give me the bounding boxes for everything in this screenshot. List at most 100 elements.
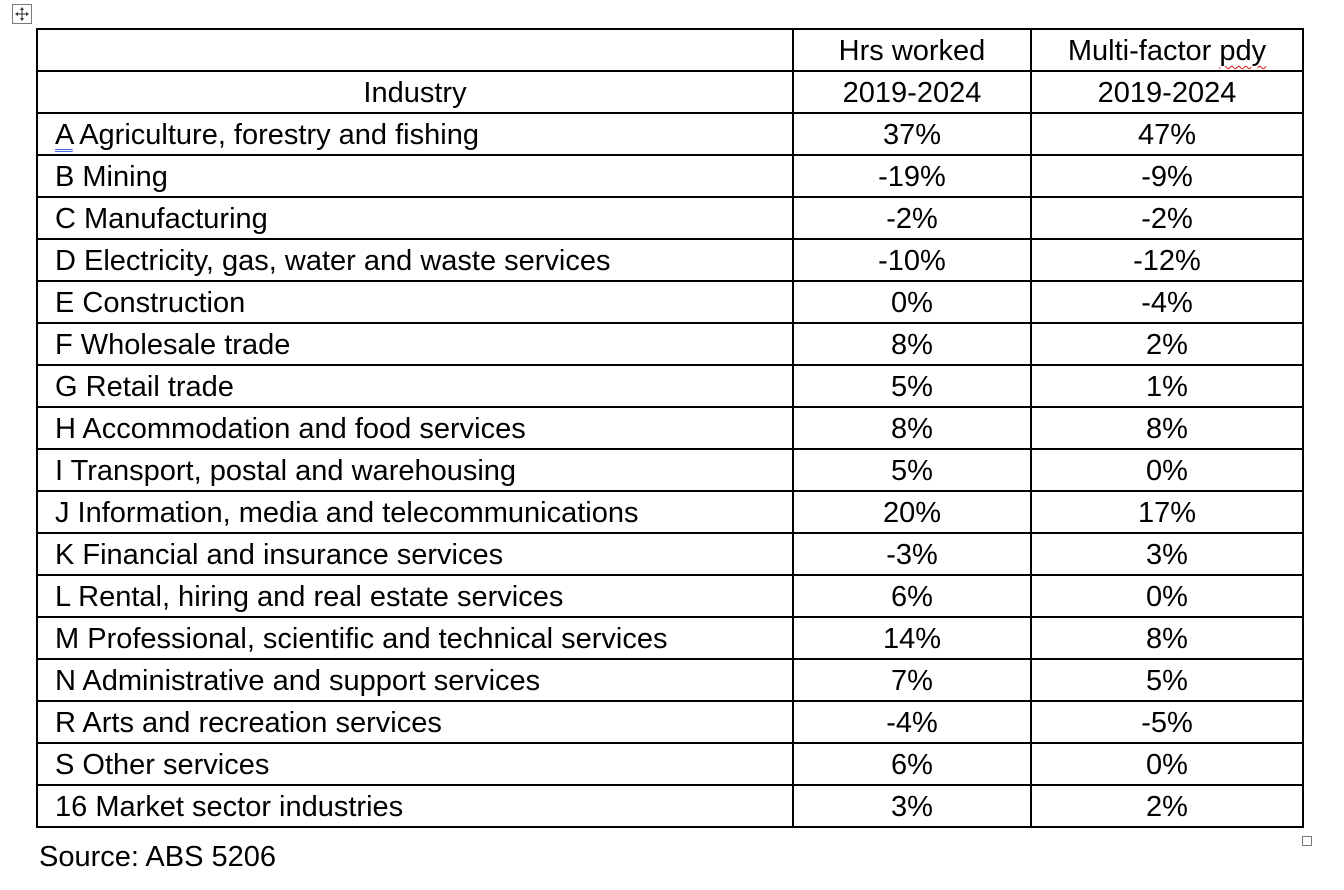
- multifactor-pdy-cell[interactable]: 0%: [1030, 742, 1304, 786]
- hrs-worked-cell[interactable]: -4%: [792, 700, 1032, 744]
- table-row: F Wholesale trade 8% 2%: [36, 322, 1304, 366]
- industry-cell[interactable]: L Rental, hiring and real estate service…: [36, 574, 794, 618]
- header-industry-blank[interactable]: [36, 28, 794, 72]
- industry-cell[interactable]: G Retail trade: [36, 364, 794, 408]
- industry-cell[interactable]: M Professional, scientific and technical…: [36, 616, 794, 660]
- industry-code: A: [55, 119, 73, 151]
- table-row: I Transport, postal and warehousing 5% 0%: [36, 448, 1304, 492]
- industry-name: Retail trade: [77, 371, 234, 403]
- table-row: C Manufacturing -2% -2%: [36, 196, 1304, 240]
- table-resize-handle-icon[interactable]: [1302, 836, 1312, 846]
- industry-code: 16: [55, 791, 88, 823]
- industry-cell[interactable]: K Financial and insurance services: [36, 532, 794, 576]
- industry-name: Professional, scientific and technical s…: [79, 623, 668, 655]
- industry-cell[interactable]: I Transport, postal and warehousing: [36, 448, 794, 492]
- industry-name: Financial and insurance services: [74, 539, 504, 571]
- multifactor-pdy-cell[interactable]: 17%: [1030, 490, 1304, 534]
- header-hrs-period[interactable]: 2019-2024: [792, 70, 1032, 114]
- industry-name: Construction: [74, 287, 246, 319]
- hrs-worked-cell[interactable]: -3%: [792, 532, 1032, 576]
- multifactor-pdy-cell[interactable]: -9%: [1030, 154, 1304, 198]
- industry-code: M: [55, 623, 80, 655]
- industry-cell[interactable]: H Accommodation and food services: [36, 406, 794, 450]
- hrs-worked-cell[interactable]: 3%: [792, 784, 1032, 828]
- industry-code: B: [55, 161, 75, 193]
- hrs-worked-cell[interactable]: -2%: [792, 196, 1032, 240]
- header-mfp-period[interactable]: 2019-2024: [1030, 70, 1304, 114]
- industry-cell[interactable]: N Administrative and support services: [36, 658, 794, 702]
- industry-code: S: [55, 749, 75, 781]
- table-row: S Other services 6% 0%: [36, 742, 1304, 786]
- hrs-worked-cell[interactable]: 7%: [792, 658, 1032, 702]
- table-row: K Financial and insurance services -3% 3%: [36, 532, 1304, 576]
- multifactor-pdy-cell[interactable]: 8%: [1030, 616, 1304, 660]
- industry-cell[interactable]: D Electricity, gas, water and waste serv…: [36, 238, 794, 282]
- industry-cell[interactable]: E Construction: [36, 280, 794, 324]
- industry-name: Arts and recreation services: [75, 707, 442, 739]
- hrs-worked-cell[interactable]: 6%: [792, 574, 1032, 618]
- table-row: N Administrative and support services 7% 5…: [36, 658, 1304, 702]
- table-row: M Professional, scientific and technical…: [36, 616, 1304, 660]
- table-row: H Accommodation and food services 8% 8%: [36, 406, 1304, 450]
- industry-code: F: [55, 329, 73, 361]
- multifactor-pdy-cell[interactable]: -12%: [1030, 238, 1304, 282]
- industry-name: Administrative and support services: [75, 665, 541, 697]
- source-note: Source: ABS 5206: [39, 841, 276, 873]
- header-row-1: Hrs worked Multi-factor pdy: [36, 28, 1304, 72]
- table-row: D Electricity, gas, water and waste serv…: [36, 238, 1304, 282]
- hrs-worked-cell[interactable]: 14%: [792, 616, 1032, 660]
- industry-cell[interactable]: A Agriculture, forestry and fishing: [36, 112, 794, 156]
- multifactor-pdy-cell[interactable]: 2%: [1030, 322, 1304, 366]
- industry-name: Manufacturing: [75, 203, 268, 235]
- multifactor-pdy-cell[interactable]: 1%: [1030, 364, 1304, 408]
- hrs-worked-cell[interactable]: -19%: [792, 154, 1032, 198]
- industry-cell[interactable]: F Wholesale trade: [36, 322, 794, 366]
- industry-cell[interactable]: J Information, media and telecommunicati…: [36, 490, 794, 534]
- industry-cell[interactable]: R Arts and recreation services: [36, 700, 794, 744]
- table-row: B Mining -19% -9%: [36, 154, 1304, 198]
- multifactor-pdy-cell[interactable]: -5%: [1030, 700, 1304, 744]
- industry-cell[interactable]: 16 Market sector industries: [36, 784, 794, 828]
- industry-name: Accommodation and food services: [75, 413, 526, 445]
- move-arrows-icon: [15, 7, 29, 21]
- header-multifactor[interactable]: Multi-factor pdy: [1030, 28, 1304, 72]
- industry-cell[interactable]: S Other services: [36, 742, 794, 786]
- industry-name: Information, media and telecommunication…: [69, 497, 639, 529]
- industry-code: H: [55, 413, 76, 445]
- table-row: G Retail trade 5% 1%: [36, 364, 1304, 408]
- hrs-worked-cell[interactable]: 5%: [792, 364, 1032, 408]
- multifactor-pdy-cell[interactable]: 2%: [1030, 784, 1304, 828]
- hrs-worked-cell[interactable]: 6%: [792, 742, 1032, 786]
- hrs-worked-cell[interactable]: 0%: [792, 280, 1032, 324]
- header-industry[interactable]: Industry: [36, 70, 794, 114]
- header-hrs-worked[interactable]: Hrs worked: [792, 28, 1032, 72]
- industry-code: E: [55, 287, 75, 319]
- multifactor-pdy-cell[interactable]: 3%: [1030, 532, 1304, 576]
- multifactor-pdy-cell[interactable]: 8%: [1030, 406, 1304, 450]
- multifactor-pdy-cell[interactable]: 0%: [1030, 448, 1304, 492]
- hrs-worked-cell[interactable]: 8%: [792, 322, 1032, 366]
- industry-name: Electricity, gas, water and waste servic…: [75, 245, 611, 277]
- industry-name: Other services: [74, 749, 270, 781]
- table-row: L Rental, hiring and real estate service…: [36, 574, 1304, 618]
- table-move-icon[interactable]: [12, 4, 32, 24]
- industry-name: Rental, hiring and real estate services: [70, 581, 564, 613]
- industry-code: I: [55, 455, 64, 487]
- industry-code: K: [55, 539, 75, 571]
- multifactor-pdy-cell[interactable]: 5%: [1030, 658, 1304, 702]
- multifactor-pdy-cell[interactable]: -2%: [1030, 196, 1304, 240]
- industry-cell[interactable]: C Manufacturing: [36, 196, 794, 240]
- multifactor-pdy-cell[interactable]: 47%: [1030, 112, 1304, 156]
- multifactor-pdy-cell[interactable]: 0%: [1030, 574, 1304, 618]
- hrs-worked-cell[interactable]: 20%: [792, 490, 1032, 534]
- hrs-worked-cell[interactable]: 5%: [792, 448, 1032, 492]
- industry-code: L: [55, 581, 71, 613]
- spelling-flag-pdy[interactable]: pdy: [1219, 35, 1267, 67]
- hrs-worked-cell[interactable]: 8%: [792, 406, 1032, 450]
- industry-code: N: [55, 665, 76, 697]
- header-row-2: Industry 2019-2024 2019-2024: [36, 70, 1304, 114]
- hrs-worked-cell[interactable]: -10%: [792, 238, 1032, 282]
- multifactor-pdy-cell[interactable]: -4%: [1030, 280, 1304, 324]
- industry-cell[interactable]: B Mining: [36, 154, 794, 198]
- hrs-worked-cell[interactable]: 37%: [792, 112, 1032, 156]
